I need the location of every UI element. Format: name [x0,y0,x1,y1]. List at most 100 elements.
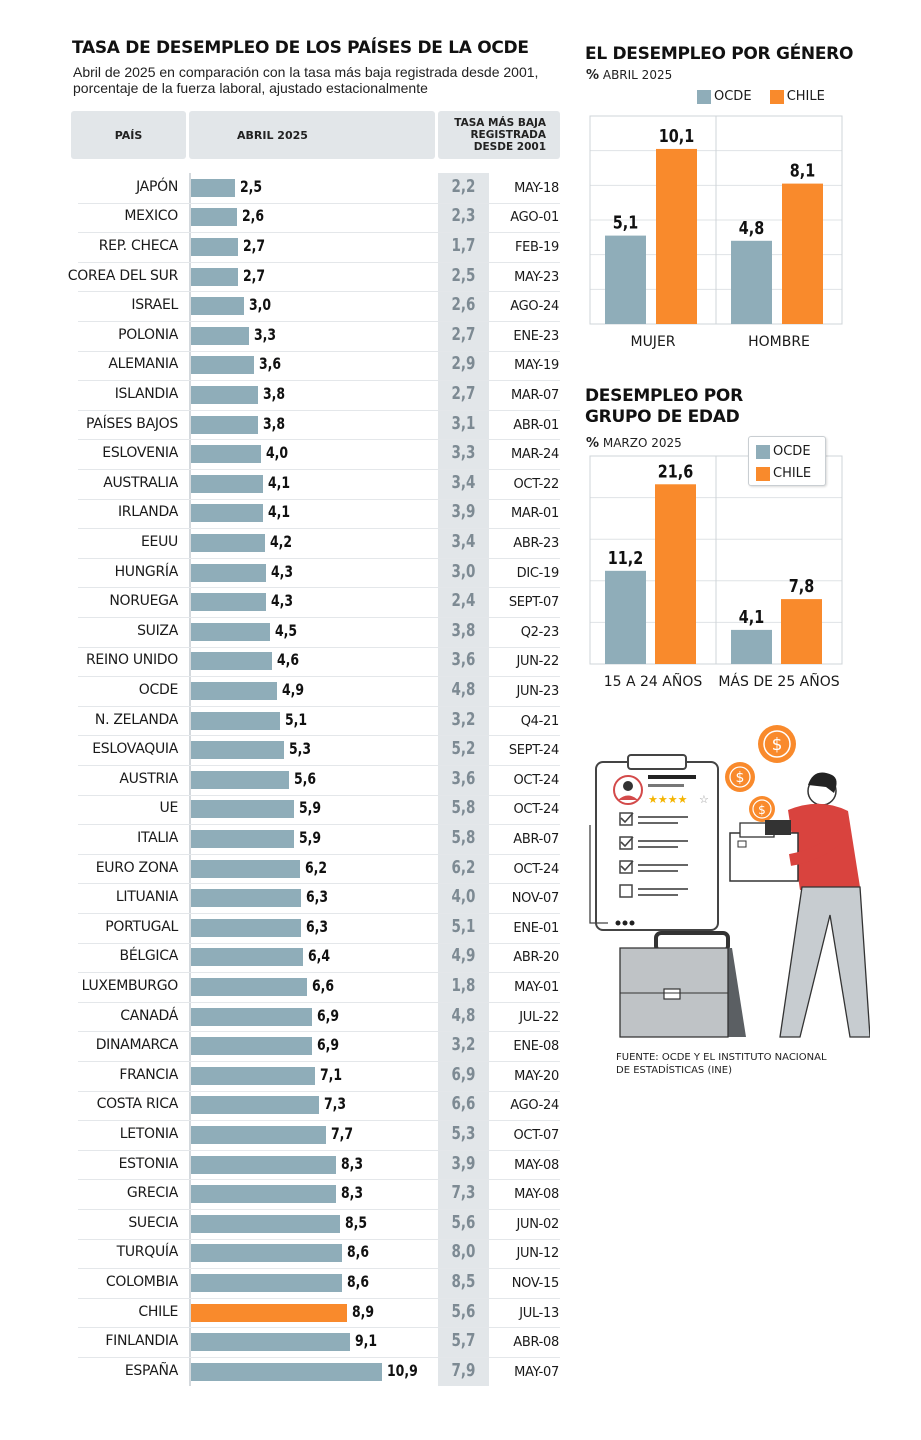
row-divider [78,557,560,559]
bar-country [191,1037,312,1056]
country-label: ISLANDIA [114,386,179,402]
lowest-value-label: 1,7 [451,235,476,256]
bar-value-label: 6,3 [306,887,329,907]
row-divider [78,1090,560,1092]
row-divider [78,1179,560,1181]
lowest-date-label: MAY-23 [514,269,559,285]
bar-value-label: 5,6 [294,768,317,788]
country-label: TURQUÍA [116,1244,179,1261]
bar-country [191,415,258,434]
bar-value-label: 6,4 [308,946,331,966]
row-divider [78,942,560,944]
row-divider [78,380,560,382]
bar-value-label: 9,1 [355,1331,378,1351]
country-label: HUNGRÍA [114,563,179,580]
country-label: OCDE [138,682,179,698]
lowest-date-label: Q2-23 [520,624,560,640]
header-april: ABRIL 2025 [189,111,435,159]
bar-value-label: 10,1 [659,125,694,146]
lowest-value-label: 3,4 [451,471,476,493]
bar-value-label: 4,3 [271,591,294,611]
bar-value-label: 8,3 [341,1153,364,1173]
bar-value-label: 3,0 [248,295,271,315]
bar-chile [191,1303,347,1322]
bar-ocde [605,570,646,664]
bar-value-label: 6,9 [316,1005,339,1025]
lowest-value-label: 4,8 [451,1004,476,1026]
country-label: DINAMARCA [95,1037,179,1054]
lowest-value-label: 2,7 [451,323,476,345]
bar-country [191,1274,342,1292]
country-label: FINLANDIA [105,1333,178,1350]
bar-country [191,534,265,552]
bar-country [191,1155,337,1174]
bar-country [191,238,239,256]
bar-value-label: 8,1 [790,160,815,181]
lowest-date-label: OCT-07 [513,1128,560,1143]
age-subtitle-text: MARZO 2025 [602,436,682,450]
bar-country [191,1066,316,1085]
lowest-value-label: 7,3 [451,1182,476,1204]
lowest-value-label: 3,6 [451,649,476,671]
row-divider [78,232,560,234]
row-divider [78,705,560,707]
lowest-date-label: ENE-08 [513,1039,559,1055]
lowest-date-label: SEPT-24 [508,743,559,759]
row-divider [78,1327,560,1329]
age-title-line-2: GRUPO DE EDAD [585,407,740,427]
country-label: POLONIA [118,326,178,343]
svg-text:☆: ☆ [699,793,709,806]
bar-ocde [731,240,772,324]
lowest-value-label: 3,2 [451,1034,476,1056]
bar-value-label: 5,9 [299,828,322,847]
legend-label-chile: CHILE [773,466,812,481]
legend-swatch-ocde [697,89,711,104]
lowest-date-label: MAY-19 [514,358,559,374]
dollar-coin-icon: $ $ $ [725,725,796,822]
bar-country [191,208,237,227]
lowest-date-label: JUN-23 [516,684,559,699]
lowest-value-label: 5,2 [451,738,476,760]
lowest-date-label: DIC-19 [516,565,560,581]
main-chart-title: TASA DE DESEMPLEO DE LOS PAÍSES DE LA OC… [72,38,529,58]
bar-value-label: 6,6 [311,976,334,995]
bar-value-label: 2,7 [243,236,266,255]
header-lowest-line-1: TASA MÁS BAJA [454,117,546,129]
bar-country [191,386,258,404]
country-label: IRLANDA [117,504,178,521]
bar-value-label: 3,8 [262,384,285,403]
country-label: GRECIA [126,1185,178,1202]
country-label: CHILE [138,1303,178,1320]
lowest-value-label: 2,4 [451,590,476,612]
row-divider [78,972,560,974]
row-divider [78,1297,560,1299]
bar-value-label: 4,2 [269,532,292,551]
row-divider [78,498,560,500]
row-divider [78,617,560,618]
bar-country [191,918,302,937]
lowest-value-label: 3,3 [451,442,476,464]
bar-value-label: 4,3 [271,561,294,581]
bar-country [191,622,270,641]
category-label: MUJER [630,334,675,350]
lowest-date-label: ABR-20 [513,950,559,966]
lowest-date-label: ABR-01 [513,417,559,433]
country-label: SUECIA [128,1214,178,1231]
svg-text:★★★★: ★★★★ [648,793,688,806]
legend-label-chile: CHILE [786,89,825,104]
country-label: UE [159,800,179,817]
lowest-value-label: 3,9 [451,1152,476,1174]
age-chart-subtitle: % MARZO 2025 [586,436,682,451]
country-label: NORUEGA [109,593,178,610]
lowest-value-label: 2,6 [451,294,476,316]
row-divider [78,913,560,914]
age-legend: OCDE CHILE [748,436,826,486]
row-divider [78,1268,560,1270]
lowest-value-label: 3,6 [451,767,476,789]
bar-ocde [605,235,646,324]
lowest-value-label: 5,6 [451,1300,476,1322]
bar-value-label: 6,9 [316,1035,339,1055]
lowest-date-label: ENE-23 [513,328,559,344]
country-label: LETONIA [119,1126,179,1142]
